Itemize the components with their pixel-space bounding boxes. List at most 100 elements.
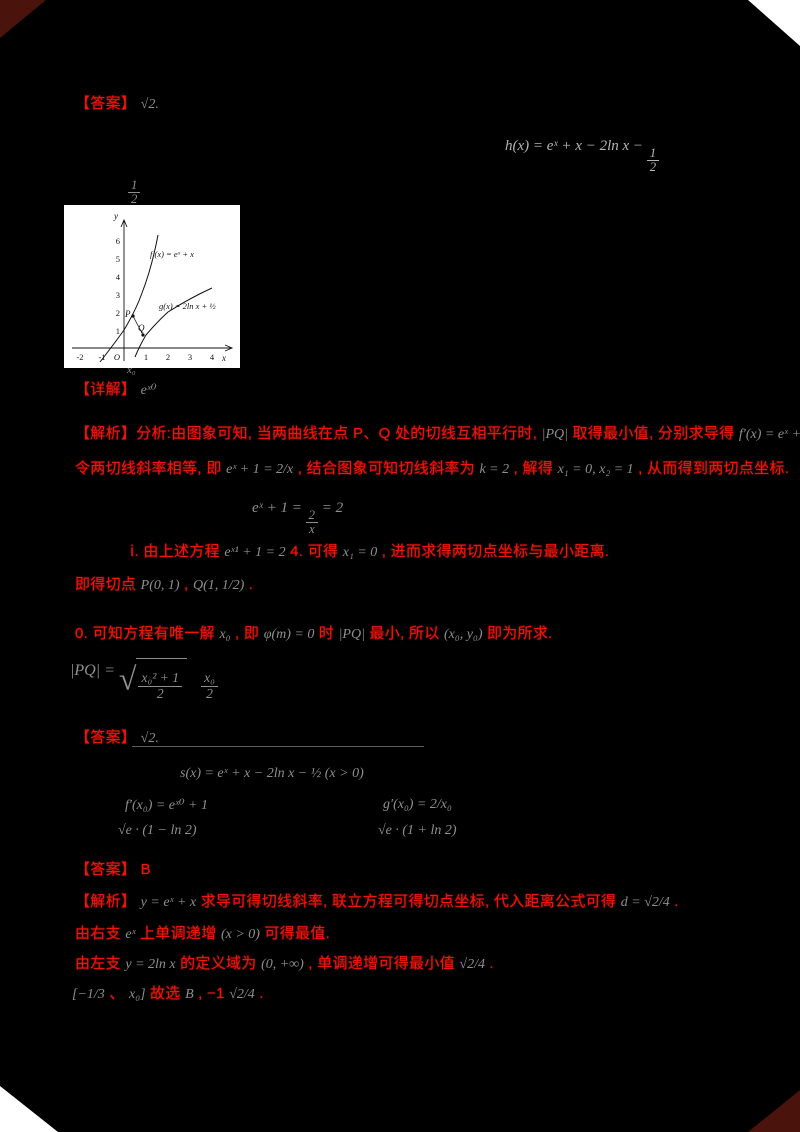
explanation-label: 【解析】 <box>75 893 137 910</box>
curve-f <box>99 234 159 363</box>
x-tick-4: 4 <box>210 352 215 362</box>
explanation-line-2: 由右支 eˣ 上单调递增 (x > 0) 可得最值. <box>75 922 330 943</box>
step-text: , <box>184 576 193 593</box>
side-formula-text: h(x) = eˣ + x − 2ln x − <box>505 138 644 154</box>
inline-formula: k = 2 <box>479 462 510 477</box>
inline-formula: x₀] <box>129 987 146 1002</box>
explanation-text: . <box>674 893 679 910</box>
analysis-text: , 解得 <box>513 460 558 477</box>
explanation-text: 上单调递增 <box>140 925 221 942</box>
inline-formula: eˣ <box>125 927 136 942</box>
inline-formula: P(0, 1) <box>140 578 180 593</box>
inline-formula: φ(m) = 0 <box>263 627 315 642</box>
inline-formula: |PQ| <box>338 627 365 642</box>
inline-formula: (x₀, y₀) <box>444 627 483 642</box>
superscript-fragment: x₀ <box>127 364 136 376</box>
analysis-paragraph-line-2: 令两切线斜率相等, 即 eˣ + 1 = 2/x , 结合图象可知切线斜率为 k… <box>75 457 789 478</box>
x-tick-n1: -1 <box>98 352 105 362</box>
y-axis-label: y <box>113 211 118 221</box>
answer-2-label: 【答案】 <box>75 729 137 746</box>
y-tick-6: 6 <box>116 236 120 246</box>
y-tick-4: 4 <box>116 272 121 282</box>
y-axis-arrow <box>120 218 128 228</box>
step-text: 最小, 所以 <box>369 625 444 642</box>
explanation-text: 可得最值. <box>264 925 331 942</box>
step-text: 4. 可得 <box>290 543 343 560</box>
step-text: , 即 <box>235 625 264 642</box>
inline-formula: (x > 0) <box>220 927 260 942</box>
step-text: ⅰ. 由上述方程 <box>130 543 225 560</box>
x-axis-arrow <box>224 344 234 352</box>
inline-formula: (0, +∞) <box>261 957 304 972</box>
y-tick-3: 3 <box>116 290 120 300</box>
x-axis-label: x <box>221 353 226 363</box>
solution-step-line: ⅰ. 由上述方程 eˣ¹ + 1 = 2 4. 可得 x₁ = 0 , 进而求得… <box>130 540 609 561</box>
inline-formula: [−1/3 <box>72 987 105 1002</box>
inline-formula: y = 2ln x <box>125 957 176 972</box>
analysis-text: 【解析】分析:由图象可知, 当两曲线在点 P、Q 处的切线互相平行时, <box>75 425 542 442</box>
origin-label: O <box>114 352 120 362</box>
inline-formula: eˣ + 1 = 2/x <box>226 462 294 477</box>
point-p-label: P <box>124 309 131 319</box>
inline-formula: x₁ = 0 <box>342 545 378 560</box>
y-tick-2: 2 <box>116 308 120 318</box>
inline-formula: f′(x) = eˣ + 1 <box>738 427 800 442</box>
detail-fragment: eˣ⁰ <box>140 383 157 398</box>
explanation-text: 由左支 <box>75 955 126 972</box>
analysis-text: , 结合图象可知切线斜率为 <box>297 460 480 477</box>
step-text: 即为所求. <box>486 625 553 642</box>
curve-g-label: g(x) = 2ln x + ½ <box>159 301 216 311</box>
point-q-dot <box>141 333 145 337</box>
answer-1-value: √2. <box>140 97 159 112</box>
work-row-1: s(x) = eˣ + x − 2ln x − ½ (x > 0) <box>180 766 364 781</box>
uniqueness-line: 0. 可知方程有唯一解 x₀ , 即 φ(m) = 0 时 |PQ| 最小, 所… <box>75 622 553 643</box>
equation-text: eˣ + 1 = <box>252 500 302 516</box>
function-graph: y x O 1 2 3 4 5 6 -2 -1 1 2 3 4 f (x) = … <box>64 205 240 368</box>
x-tick-1: 1 <box>144 352 148 362</box>
answer-3-value: B <box>140 861 151 878</box>
trailing-fraction: x₀ 2 <box>201 671 218 701</box>
y-tick-5: 5 <box>116 254 120 264</box>
y-tick-1: 1 <box>116 326 120 336</box>
tangent-points-line: 即得切点 P(0, 1) , Q(1, 1/2) . <box>75 573 253 594</box>
inline-formula: Q(1, 1/2) <box>192 578 245 593</box>
curve-f-label: f (x) = eˣ + x <box>150 249 194 259</box>
conclusion-text: , −1 <box>198 985 230 1002</box>
explanation-line-1: 【解析】 y = eˣ + x 求导可得切线斜率, 联立方程可得切点坐标, 代入… <box>75 890 679 911</box>
inline-formula: y = eˣ + x <box>140 895 197 910</box>
step-text: 即得切点 <box>75 576 141 593</box>
work-right-derivative: g′(x₀) = 2/x₀ <box>383 797 452 812</box>
work-left-derivative: f′(x₀) = eˣ⁰ + 1 <box>125 798 209 813</box>
explanation-text: 由右支 <box>75 925 126 942</box>
detail-label: 【详解】 <box>75 381 137 398</box>
answer-2-row: 【答案】 √2. <box>75 726 159 747</box>
conclusion-text: 、 <box>109 985 125 1002</box>
analysis-text: , 从而得到两切点坐标. <box>638 460 790 477</box>
fraction-fragment: 1 2 <box>128 170 141 207</box>
inline-formula: d = √2/4 <box>620 895 670 910</box>
explanation-text: , 单调递增可得最小值 <box>308 955 460 972</box>
x-tick-2: 2 <box>166 352 170 362</box>
graph-canvas: y x O 1 2 3 4 5 6 -2 -1 1 2 3 4 f (x) = … <box>72 211 234 363</box>
step-text: 0. 可知方程有唯一解 <box>75 625 220 642</box>
analysis-text: 令两切线斜率相等, 即 <box>75 460 227 477</box>
x-tick-3: 3 <box>188 352 192 362</box>
detail-label-row: 【详解】 eˣ⁰ <box>75 378 156 399</box>
curve-g <box>134 287 213 358</box>
answer-3-label: 【答案】 <box>75 861 137 878</box>
answer-1-label: 【答案】 <box>75 95 137 112</box>
inline-formula: B <box>185 987 194 1002</box>
slope-equation: eˣ + 1 = 2 x = 2 <box>252 500 343 537</box>
step-text: , 进而求得两切点坐标与最小距离. <box>381 543 610 560</box>
work-right-result: √e · (1 + ln 2) <box>378 823 457 838</box>
step-text: 时 <box>318 625 339 642</box>
point-p-dot <box>131 314 135 318</box>
corner-decoration-top-right <box>748 0 800 46</box>
work-left-result: √e · (1 − ln 2) <box>118 823 197 838</box>
corner-decoration-bottom-left <box>0 1086 58 1132</box>
answer-3-row: 【答案】 B <box>75 858 151 879</box>
conclusion-text: 故选 <box>150 985 186 1002</box>
